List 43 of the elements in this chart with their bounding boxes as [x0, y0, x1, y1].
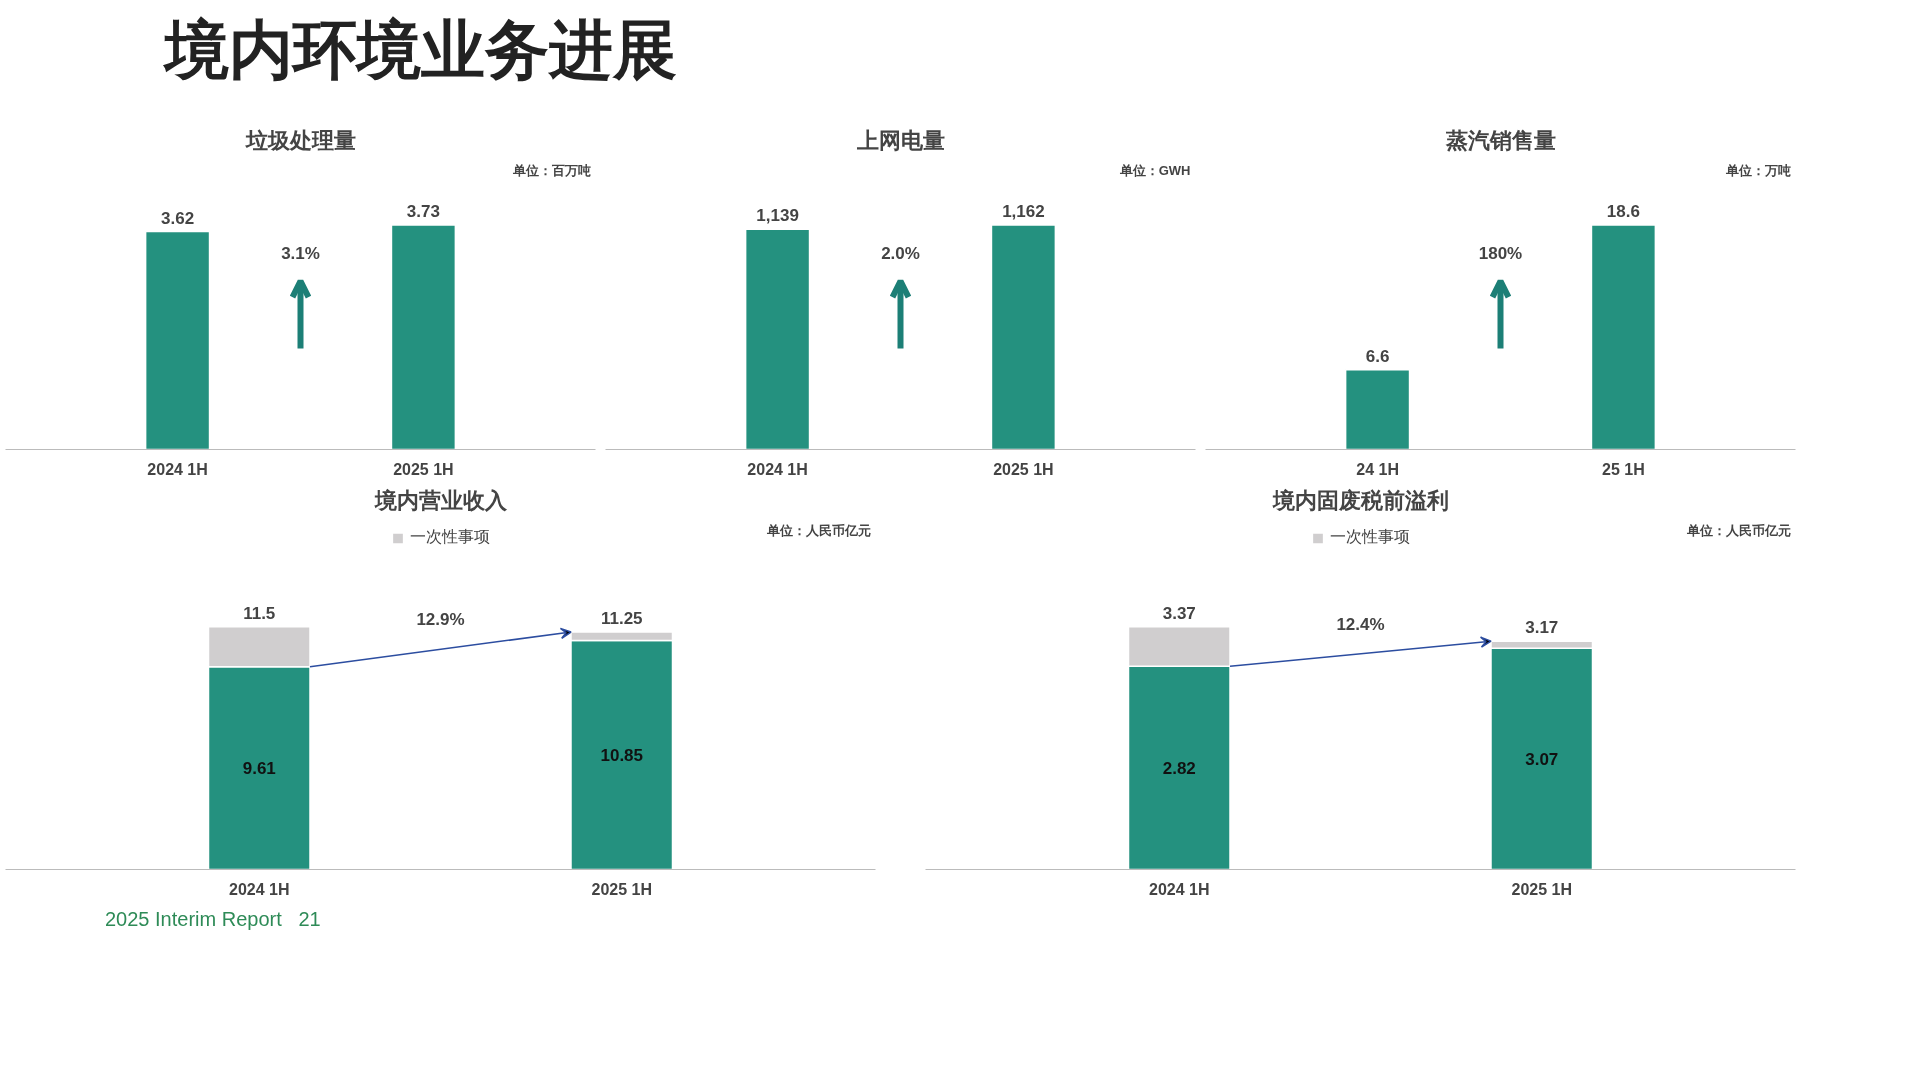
data-label: 3.73	[406, 201, 440, 221]
chart-title: 蒸汽销售量	[1444, 127, 1556, 153]
annotation: 2.0%	[881, 244, 920, 264]
data-label: 1,139	[756, 206, 799, 226]
text: 境内环境业务进展	[165, 13, 677, 88]
annotation: 3.1%	[281, 244, 320, 264]
x-tick-label: 2024 1H	[147, 460, 208, 478]
x-tick-label: 2024 1H	[747, 460, 808, 478]
text: 单位：人民币亿元	[1685, 522, 1791, 538]
annotation: 180%	[1478, 244, 1523, 264]
text: 单位：GWH	[1118, 162, 1191, 178]
legend-label: 一次性事项	[409, 527, 490, 547]
annotation: 12.9%	[416, 610, 465, 630]
data-label: 6.6	[1365, 346, 1390, 366]
data-label: 3.62	[161, 208, 195, 228]
chart-title: 境内营业收入	[373, 487, 508, 513]
text: 2025 Interim Report 21	[105, 908, 321, 930]
data-label: 10.85	[600, 745, 644, 765]
total-label: 3.37	[1162, 603, 1196, 623]
data-label: 9.61	[242, 759, 276, 779]
total-label: 3.17	[1525, 618, 1559, 638]
chart-title: 境内固废税前溢利	[1271, 487, 1449, 513]
x-tick-label: 24 1H	[1356, 460, 1399, 478]
x-tick-label: 2024 1H	[229, 880, 290, 898]
data-label: 2.82	[1162, 758, 1196, 778]
text: 单位：人民币亿元	[765, 522, 871, 538]
x-tick-label: 25 1H	[1602, 460, 1645, 478]
x-tick-label: 2025 1H	[393, 460, 454, 478]
data-label: 3.07	[1525, 749, 1559, 769]
text: 单位：百万吨	[511, 162, 591, 178]
x-tick-label: 2025 1H	[993, 460, 1054, 478]
x-tick-label: 2024 1H	[1149, 880, 1210, 898]
annotation: 12.4%	[1336, 614, 1385, 634]
chart-title: 上网电量	[855, 127, 945, 153]
x-tick-label: 2025 1H	[591, 880, 652, 898]
data-label: 1,162	[1002, 201, 1045, 221]
x-tick-label: 2025 1H	[1511, 880, 1572, 898]
total-label: 11.5	[243, 603, 276, 623]
text: 单位：万吨	[1724, 162, 1791, 178]
chart-title: 垃圾处理量	[244, 127, 356, 153]
data-label: 18.6	[1606, 201, 1640, 221]
legend-label: 一次性事项	[1329, 527, 1410, 547]
total-label: 11.25	[600, 609, 643, 629]
